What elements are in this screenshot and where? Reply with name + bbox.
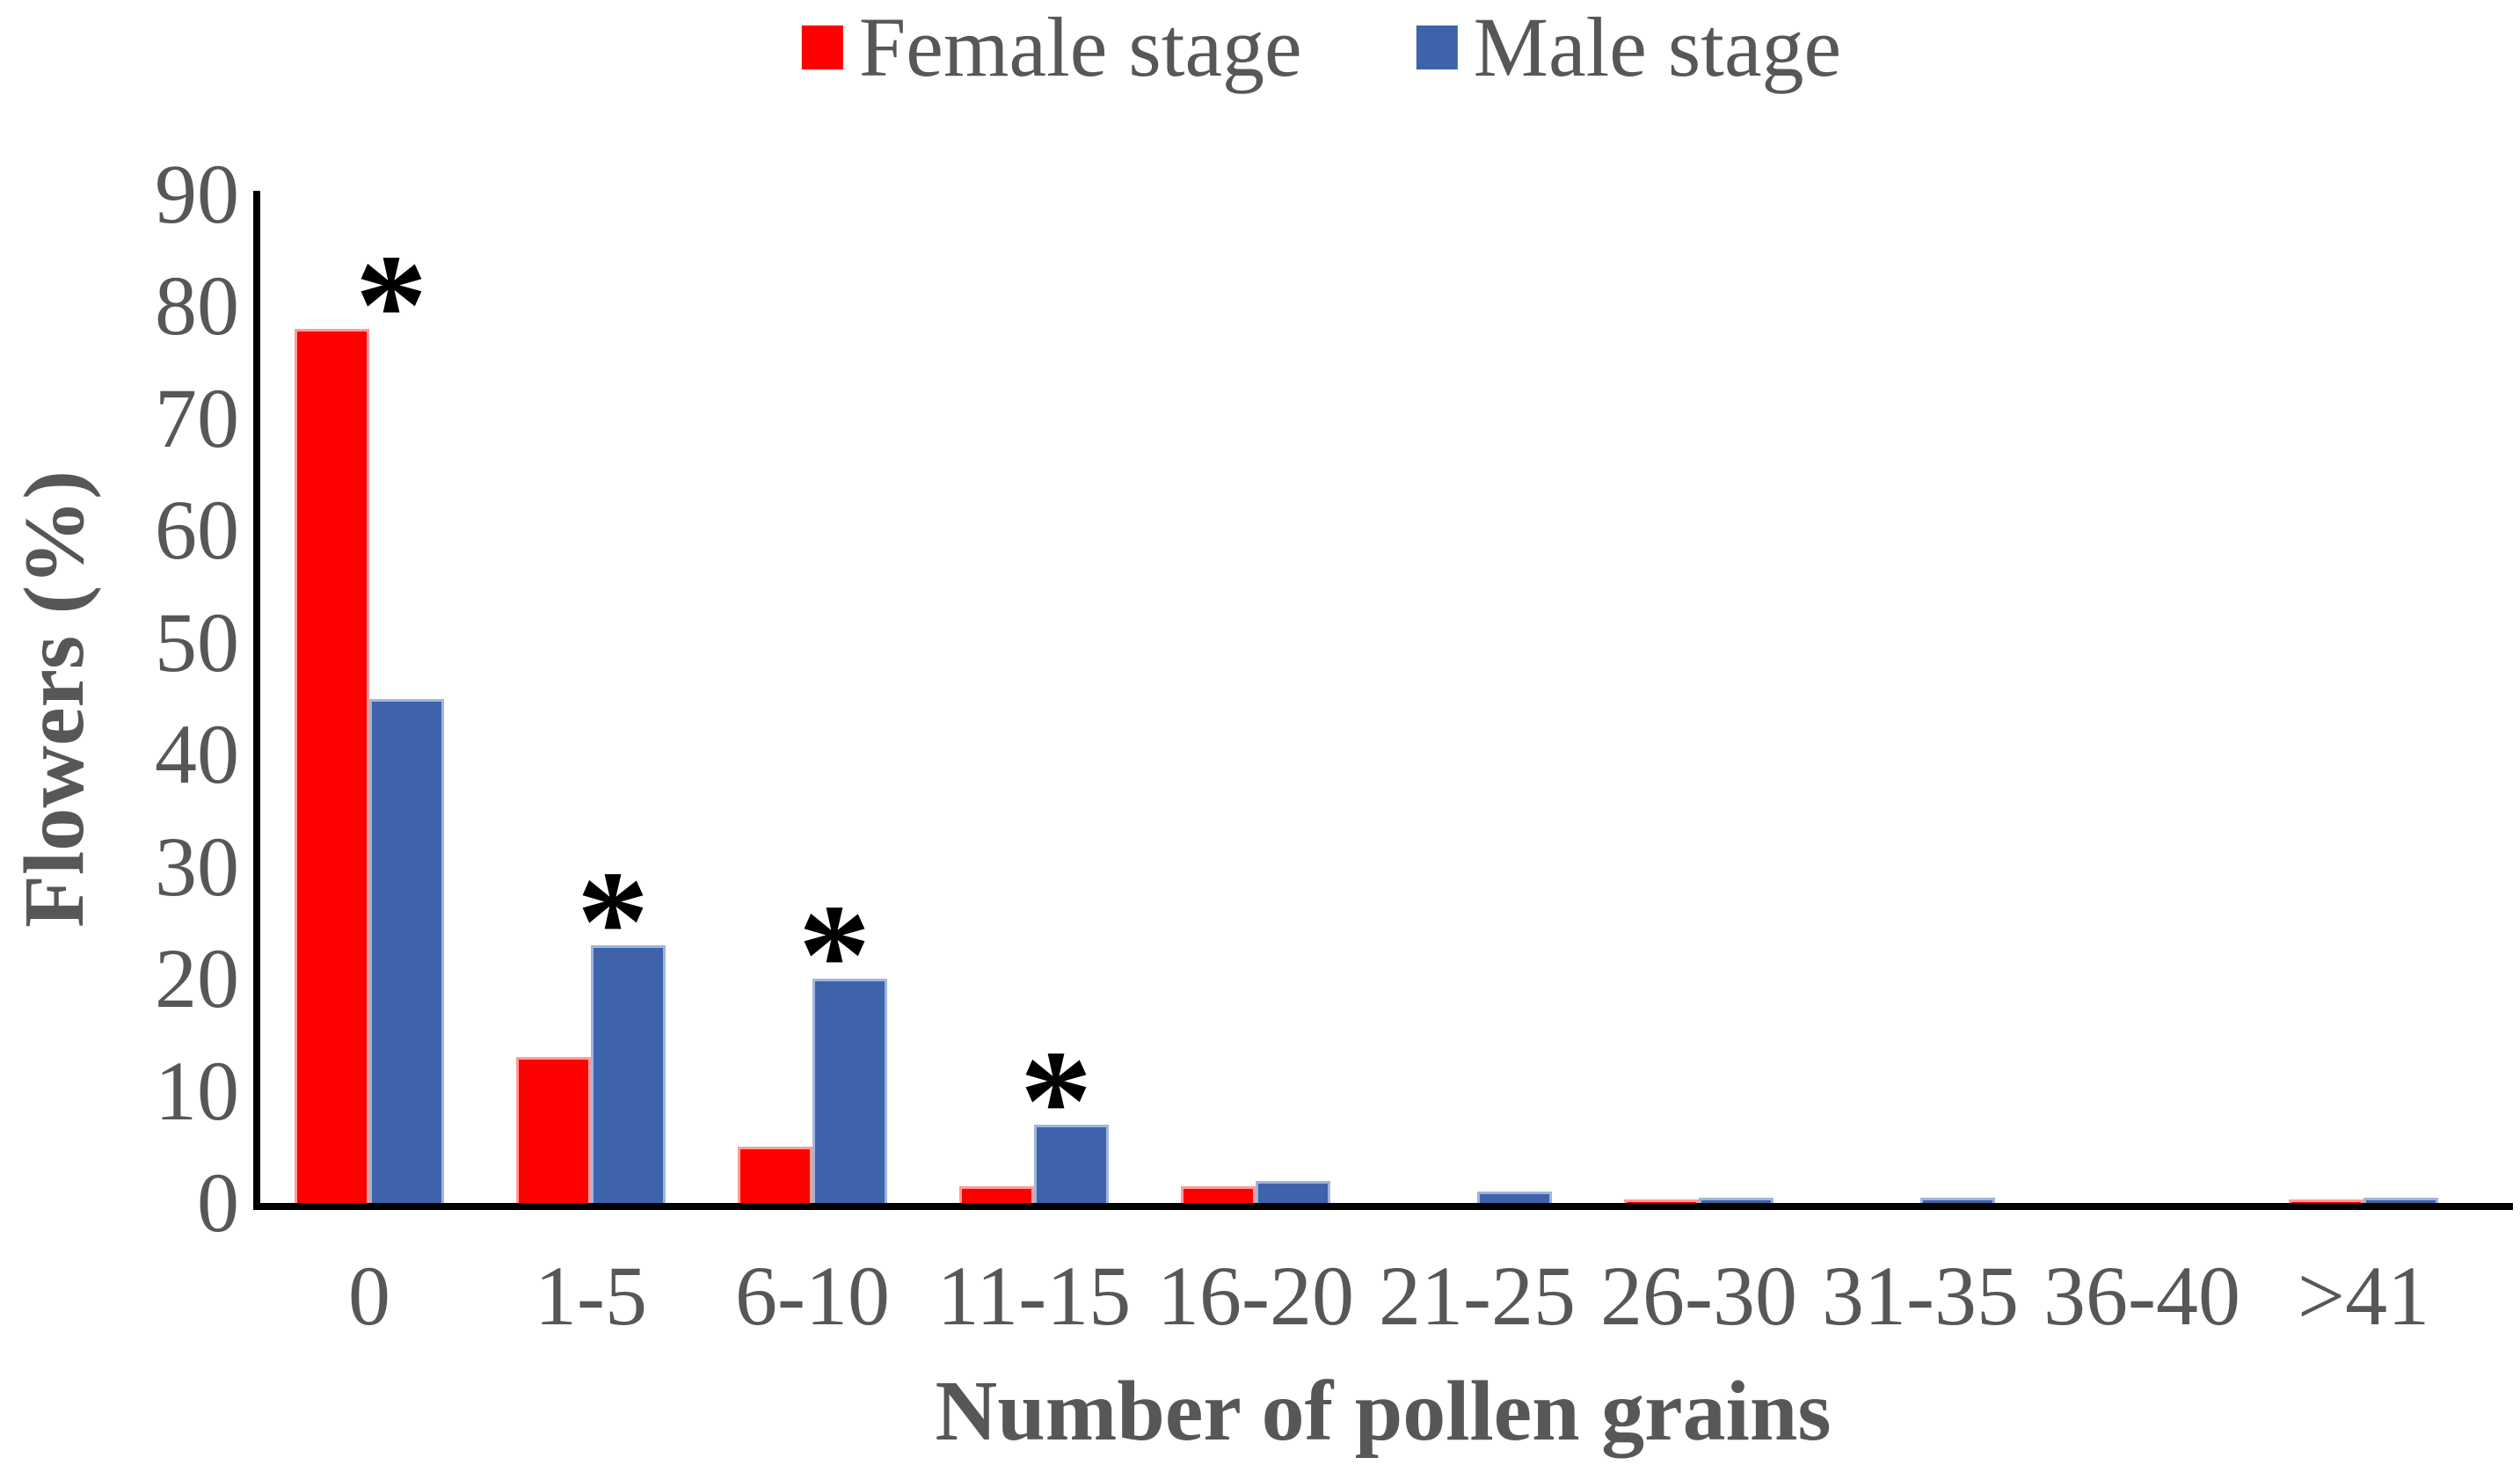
y-tick-label: 10 xyxy=(155,1043,239,1138)
x-tick-label: 21-25 xyxy=(1379,1249,1576,1343)
bar-male-26-30 xyxy=(1699,1197,1773,1203)
bar-female-11-15 xyxy=(959,1185,1034,1203)
significance-asterisk: * xyxy=(1019,1019,1093,1181)
bar-male-6-10 xyxy=(812,979,887,1203)
legend-swatch xyxy=(1416,26,1458,69)
y-tick-label: 0 xyxy=(197,1155,239,1250)
x-tick-label: 31-35 xyxy=(1822,1249,2019,1343)
x-tick-label: 6-10 xyxy=(735,1249,890,1343)
y-tick-label: 50 xyxy=(155,594,239,689)
significance-asterisk: * xyxy=(576,840,650,1002)
bar-female-1-5 xyxy=(516,1057,591,1203)
bar-male-1-5 xyxy=(591,944,666,1203)
bar-male-31-35 xyxy=(1920,1197,1995,1203)
y-tick-label: 60 xyxy=(155,483,239,578)
x-tick-label: 11-15 xyxy=(936,1249,1132,1343)
x-tick-label: >41 xyxy=(2297,1249,2430,1343)
y-axis-line xyxy=(253,191,260,1210)
significance-asterisk: * xyxy=(354,223,428,385)
x-axis-title: Number of pollen grains xyxy=(935,1364,1832,1459)
y-tick-label: 80 xyxy=(155,259,239,353)
bar-male-11-15 xyxy=(1034,1124,1109,1203)
significance-asterisk: * xyxy=(798,874,871,1036)
bar-female-16-20 xyxy=(1181,1185,1256,1203)
x-tick-label: 1-5 xyxy=(535,1249,647,1343)
y-tick-label: 90 xyxy=(155,147,239,241)
bar-male-21-25 xyxy=(1477,1192,1552,1203)
legend: Female stage Male stage xyxy=(801,0,1842,94)
x-axis-line xyxy=(253,1203,2513,1210)
bar-female-6-10 xyxy=(738,1147,812,1203)
legend-swatch xyxy=(801,26,843,69)
legend-item: Female stage xyxy=(801,0,1302,94)
y-tick-label: 40 xyxy=(155,707,239,802)
x-tick-label: 26-30 xyxy=(1600,1249,1797,1343)
x-tick-label: 16-20 xyxy=(1157,1249,1354,1343)
bar-male-0 xyxy=(369,698,444,1203)
legend-item: Male stage xyxy=(1416,0,1842,94)
y-tick-label: 30 xyxy=(155,819,239,914)
legend-label: Male stage xyxy=(1473,0,1842,94)
x-tick-label: 0 xyxy=(348,1249,390,1343)
y-tick-label: 70 xyxy=(155,370,239,465)
bar-male->41 xyxy=(2363,1197,2438,1203)
bar-female->41 xyxy=(2289,1199,2363,1203)
y-tick-label: 20 xyxy=(155,931,239,1026)
bar-male-16-20 xyxy=(1256,1180,1330,1203)
legend-label: Female stage xyxy=(858,0,1302,94)
bar-female-26-30 xyxy=(1624,1199,1699,1203)
x-tick-label: 36-40 xyxy=(2043,1249,2240,1343)
bar-female-0 xyxy=(295,328,369,1203)
